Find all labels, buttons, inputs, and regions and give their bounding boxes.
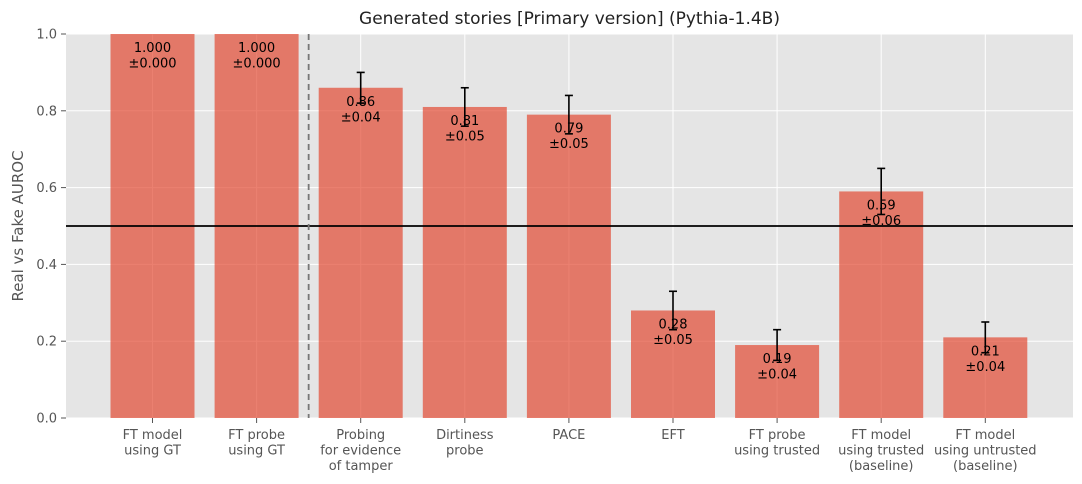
- y-tick-label: 0.8: [36, 104, 57, 119]
- x-tick-label: using GT: [228, 444, 285, 459]
- x-tick-label: Probing: [336, 428, 385, 443]
- value-label: 0.86: [346, 95, 375, 110]
- x-tick-label: using trusted: [734, 444, 820, 459]
- value-label: 1.000: [238, 41, 275, 56]
- x-tick-label: FT model: [123, 428, 183, 443]
- x-tick-label: using GT: [124, 444, 181, 459]
- y-axis-label: Real vs Fake AUROC: [9, 150, 27, 301]
- x-tick-label: probe: [446, 444, 484, 459]
- error-bars-group: [356, 71, 990, 362]
- x-tick-label: FT model: [851, 428, 911, 443]
- x-tick-label: (baseline): [953, 459, 1018, 474]
- reference-lines-group: [66, 34, 1073, 418]
- value-label: 0.79: [554, 122, 583, 137]
- value-label: 0.19: [763, 352, 792, 367]
- value-label: ±0.05: [445, 129, 485, 144]
- bar: [422, 106, 507, 419]
- x-tick-label: PACE: [552, 428, 585, 443]
- y-tick-labels: 0.0 0.2 0.4 0.6 0.8 1.0: [36, 28, 66, 427]
- bar: [526, 114, 611, 418]
- x-tick-label: for evidence: [320, 444, 401, 459]
- value-label: 0.28: [659, 317, 688, 332]
- value-label: ±0.04: [757, 368, 797, 383]
- chart-title: Generated stories [Primary version] (Pyt…: [359, 9, 780, 29]
- x-tick-label: Dirtiness: [436, 428, 494, 443]
- y-tick-label: 0.6: [36, 181, 57, 196]
- value-label: 0.81: [450, 114, 479, 129]
- bar: [839, 191, 924, 418]
- value-label: ±0.000: [233, 57, 281, 72]
- value-label: ±0.04: [965, 360, 1005, 375]
- y-tick-label: 0.4: [36, 258, 57, 273]
- x-tick-label: of tamper: [329, 459, 394, 474]
- bar: [318, 87, 403, 418]
- value-label: ±0.04: [341, 110, 381, 125]
- value-label: 1.000: [134, 41, 171, 56]
- y-tick-label: 0.0: [36, 412, 57, 427]
- bars-group: [110, 34, 1028, 419]
- x-tick-label: FT probe: [749, 428, 806, 443]
- x-tick-label: (baseline): [849, 459, 914, 474]
- value-label: 0.59: [867, 198, 896, 213]
- x-tick-label: EFT: [661, 428, 684, 443]
- value-label: ±0.05: [549, 137, 589, 152]
- value-label: 0.21: [971, 344, 1000, 359]
- x-tick-label: using untrusted: [934, 444, 1037, 459]
- x-tick-label: FT model: [955, 428, 1015, 443]
- y-tick-label: 1.0: [36, 28, 57, 43]
- x-tick-label: FT probe: [228, 428, 285, 443]
- value-label: ±0.05: [653, 333, 693, 348]
- value-label: ±0.000: [128, 57, 176, 72]
- y-tick-label: 0.2: [36, 335, 57, 350]
- x-tick-label: using trusted: [838, 444, 924, 459]
